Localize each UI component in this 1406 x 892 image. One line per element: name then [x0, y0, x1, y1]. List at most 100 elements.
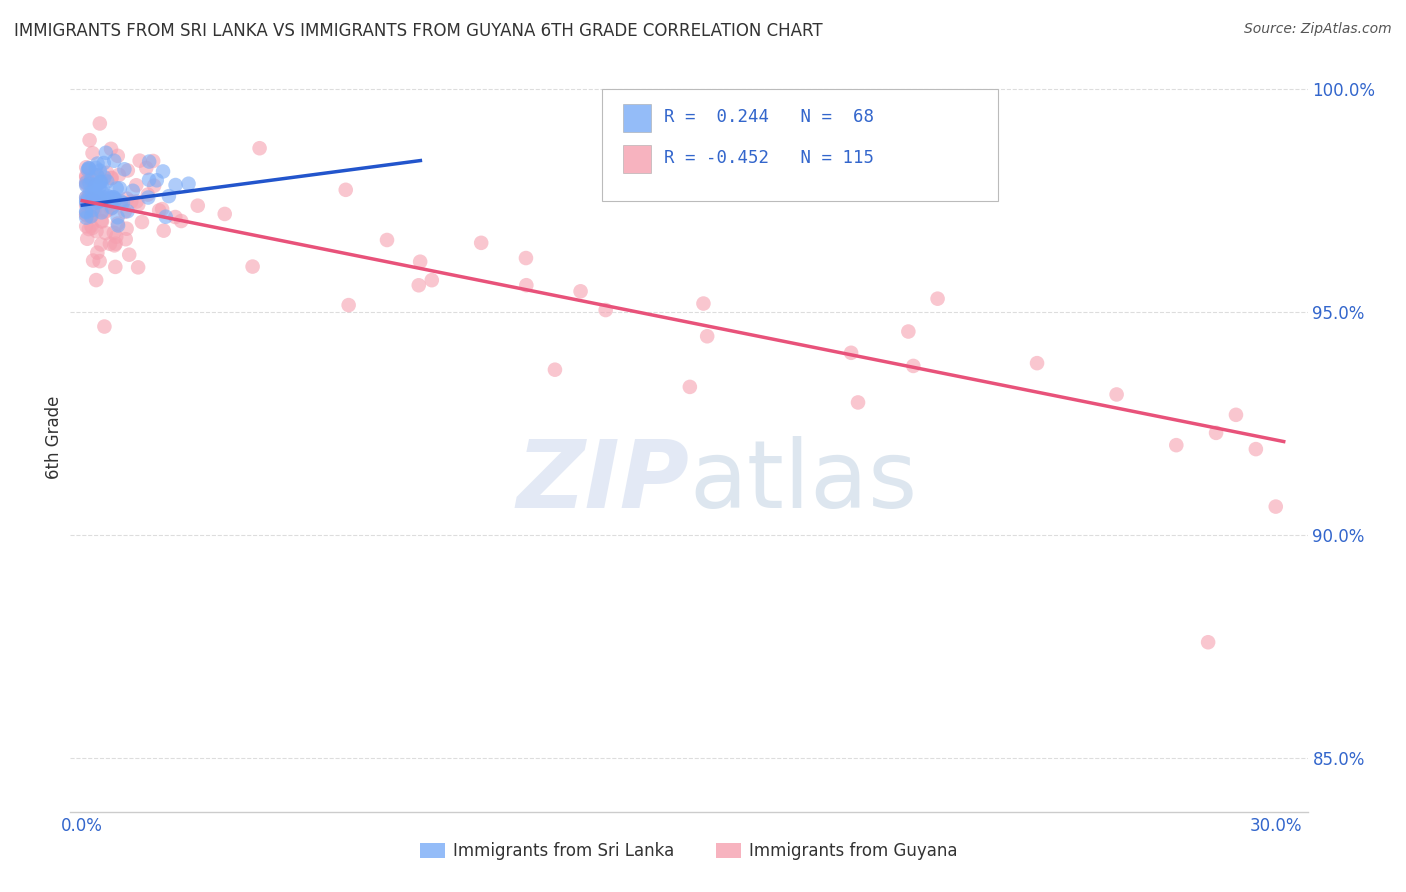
Point — [138, 154, 160, 169]
Point — [165, 210, 187, 224]
Bar — [623, 103, 651, 132]
Point — [77, 190, 100, 204]
Point — [86, 169, 108, 184]
Point — [114, 232, 136, 246]
Point — [100, 171, 122, 186]
Point — [100, 142, 122, 156]
Point — [87, 194, 110, 208]
Text: R =  0.244   N =  68: R = 0.244 N = 68 — [664, 108, 875, 126]
Bar — [623, 145, 651, 173]
Point — [75, 160, 97, 174]
Point — [148, 203, 170, 218]
Point — [80, 208, 103, 222]
Point — [77, 222, 100, 236]
Point — [155, 210, 177, 224]
Point — [75, 190, 97, 204]
Point — [83, 191, 105, 205]
Point — [152, 224, 174, 238]
Point — [110, 194, 132, 209]
Point — [101, 190, 124, 204]
Point — [94, 226, 117, 240]
Point — [89, 254, 111, 268]
Point — [108, 181, 131, 195]
Point — [96, 166, 118, 180]
Point — [76, 191, 98, 205]
Point — [1105, 387, 1128, 401]
Point — [122, 184, 145, 198]
Point — [93, 319, 115, 334]
Point — [177, 177, 200, 191]
Text: ZIP: ZIP — [516, 436, 689, 528]
Point — [104, 236, 127, 251]
Point — [82, 189, 104, 203]
Point — [80, 172, 103, 186]
Point — [846, 395, 869, 409]
Point — [80, 210, 103, 224]
Point — [242, 260, 264, 274]
Point — [96, 174, 118, 188]
Point — [569, 285, 592, 299]
Point — [1026, 356, 1049, 370]
Text: Source: ZipAtlas.com: Source: ZipAtlas.com — [1244, 22, 1392, 37]
Point — [94, 204, 117, 219]
Point — [75, 204, 97, 219]
Point — [94, 145, 117, 160]
Point — [79, 202, 101, 216]
Point — [75, 170, 97, 185]
Point — [696, 329, 718, 343]
Point — [86, 224, 108, 238]
Point — [91, 181, 114, 195]
Point — [118, 248, 141, 262]
Point — [105, 229, 128, 244]
Y-axis label: 6th Grade: 6th Grade — [45, 395, 63, 479]
Point — [104, 260, 127, 274]
Point — [90, 205, 112, 219]
Point — [679, 380, 702, 394]
FancyBboxPatch shape — [602, 88, 998, 201]
Point — [79, 177, 101, 191]
Point — [89, 116, 111, 130]
Point — [103, 190, 125, 204]
Point — [136, 190, 159, 204]
Point — [93, 170, 115, 185]
Point — [76, 172, 98, 186]
Point — [927, 292, 949, 306]
Point — [84, 161, 107, 175]
Point — [83, 194, 105, 208]
Point — [82, 221, 104, 235]
Point — [75, 169, 97, 183]
Point — [89, 191, 111, 205]
Point — [104, 193, 127, 207]
Point — [91, 186, 114, 200]
Point — [187, 199, 209, 213]
Point — [84, 187, 107, 202]
Point — [409, 254, 432, 268]
Point — [107, 211, 129, 225]
Point — [86, 169, 108, 183]
Point — [114, 204, 136, 219]
Point — [101, 198, 124, 212]
Point — [84, 273, 107, 287]
Point — [1225, 408, 1247, 422]
Point — [89, 180, 111, 194]
Point — [136, 187, 159, 202]
Point — [143, 178, 166, 193]
Point — [839, 346, 862, 360]
Point — [108, 168, 131, 182]
Point — [595, 303, 617, 318]
Point — [127, 197, 149, 211]
Point — [83, 204, 105, 219]
Point — [90, 214, 112, 228]
Point — [142, 153, 165, 168]
Point — [100, 202, 122, 216]
Point — [87, 191, 110, 205]
Point — [80, 197, 103, 211]
Point — [165, 178, 187, 192]
Point — [75, 178, 97, 192]
Point — [128, 153, 150, 168]
Point — [77, 161, 100, 176]
Point — [115, 221, 138, 235]
Point — [89, 163, 111, 178]
Point — [152, 164, 174, 178]
Point — [103, 226, 125, 240]
